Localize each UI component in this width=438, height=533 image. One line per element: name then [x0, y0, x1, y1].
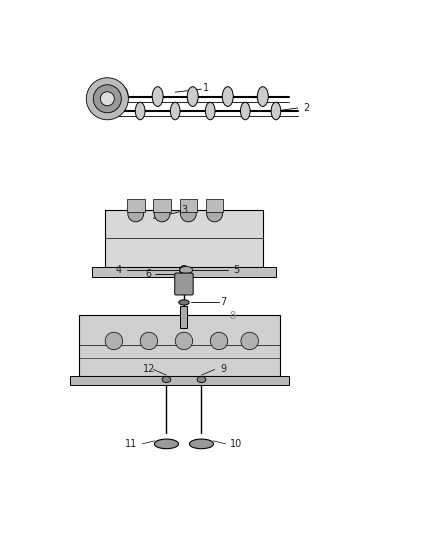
- Circle shape: [175, 332, 193, 350]
- FancyBboxPatch shape: [92, 266, 276, 278]
- Ellipse shape: [180, 266, 193, 273]
- Text: 3: 3: [181, 205, 187, 215]
- Text: 7: 7: [220, 297, 226, 308]
- Circle shape: [180, 265, 188, 274]
- FancyBboxPatch shape: [105, 209, 263, 266]
- FancyBboxPatch shape: [70, 376, 289, 385]
- FancyBboxPatch shape: [180, 306, 187, 328]
- Circle shape: [154, 206, 170, 222]
- Ellipse shape: [179, 300, 189, 305]
- FancyBboxPatch shape: [180, 199, 197, 212]
- FancyBboxPatch shape: [153, 199, 171, 212]
- Circle shape: [210, 332, 228, 350]
- Ellipse shape: [170, 102, 180, 120]
- Ellipse shape: [197, 376, 206, 383]
- Ellipse shape: [135, 102, 145, 120]
- FancyBboxPatch shape: [127, 199, 145, 212]
- Circle shape: [86, 78, 128, 120]
- Ellipse shape: [240, 102, 250, 120]
- Ellipse shape: [271, 102, 281, 120]
- Text: 10: 10: [230, 439, 243, 449]
- Ellipse shape: [205, 102, 215, 120]
- Ellipse shape: [223, 87, 233, 107]
- Text: 2: 2: [304, 103, 310, 113]
- Circle shape: [180, 206, 196, 222]
- Circle shape: [241, 332, 258, 350]
- Circle shape: [128, 206, 144, 222]
- Text: 5: 5: [233, 265, 240, 275]
- Ellipse shape: [117, 87, 128, 107]
- Ellipse shape: [154, 439, 178, 449]
- Ellipse shape: [187, 87, 198, 107]
- Circle shape: [105, 332, 123, 350]
- Ellipse shape: [190, 439, 214, 449]
- Ellipse shape: [162, 376, 171, 383]
- Text: 11: 11: [125, 439, 138, 449]
- Text: 9: 9: [220, 365, 226, 374]
- FancyBboxPatch shape: [79, 314, 280, 376]
- Circle shape: [140, 332, 158, 350]
- Circle shape: [93, 85, 121, 113]
- Text: 8: 8: [229, 311, 235, 320]
- Text: 1: 1: [203, 83, 209, 93]
- Ellipse shape: [257, 87, 268, 107]
- Text: 12: 12: [143, 365, 155, 374]
- FancyBboxPatch shape: [206, 199, 223, 212]
- Ellipse shape: [152, 87, 163, 107]
- Text: 4: 4: [115, 265, 121, 275]
- Circle shape: [100, 92, 114, 106]
- Circle shape: [207, 206, 223, 222]
- FancyBboxPatch shape: [175, 273, 193, 295]
- Text: 6: 6: [146, 269, 152, 279]
